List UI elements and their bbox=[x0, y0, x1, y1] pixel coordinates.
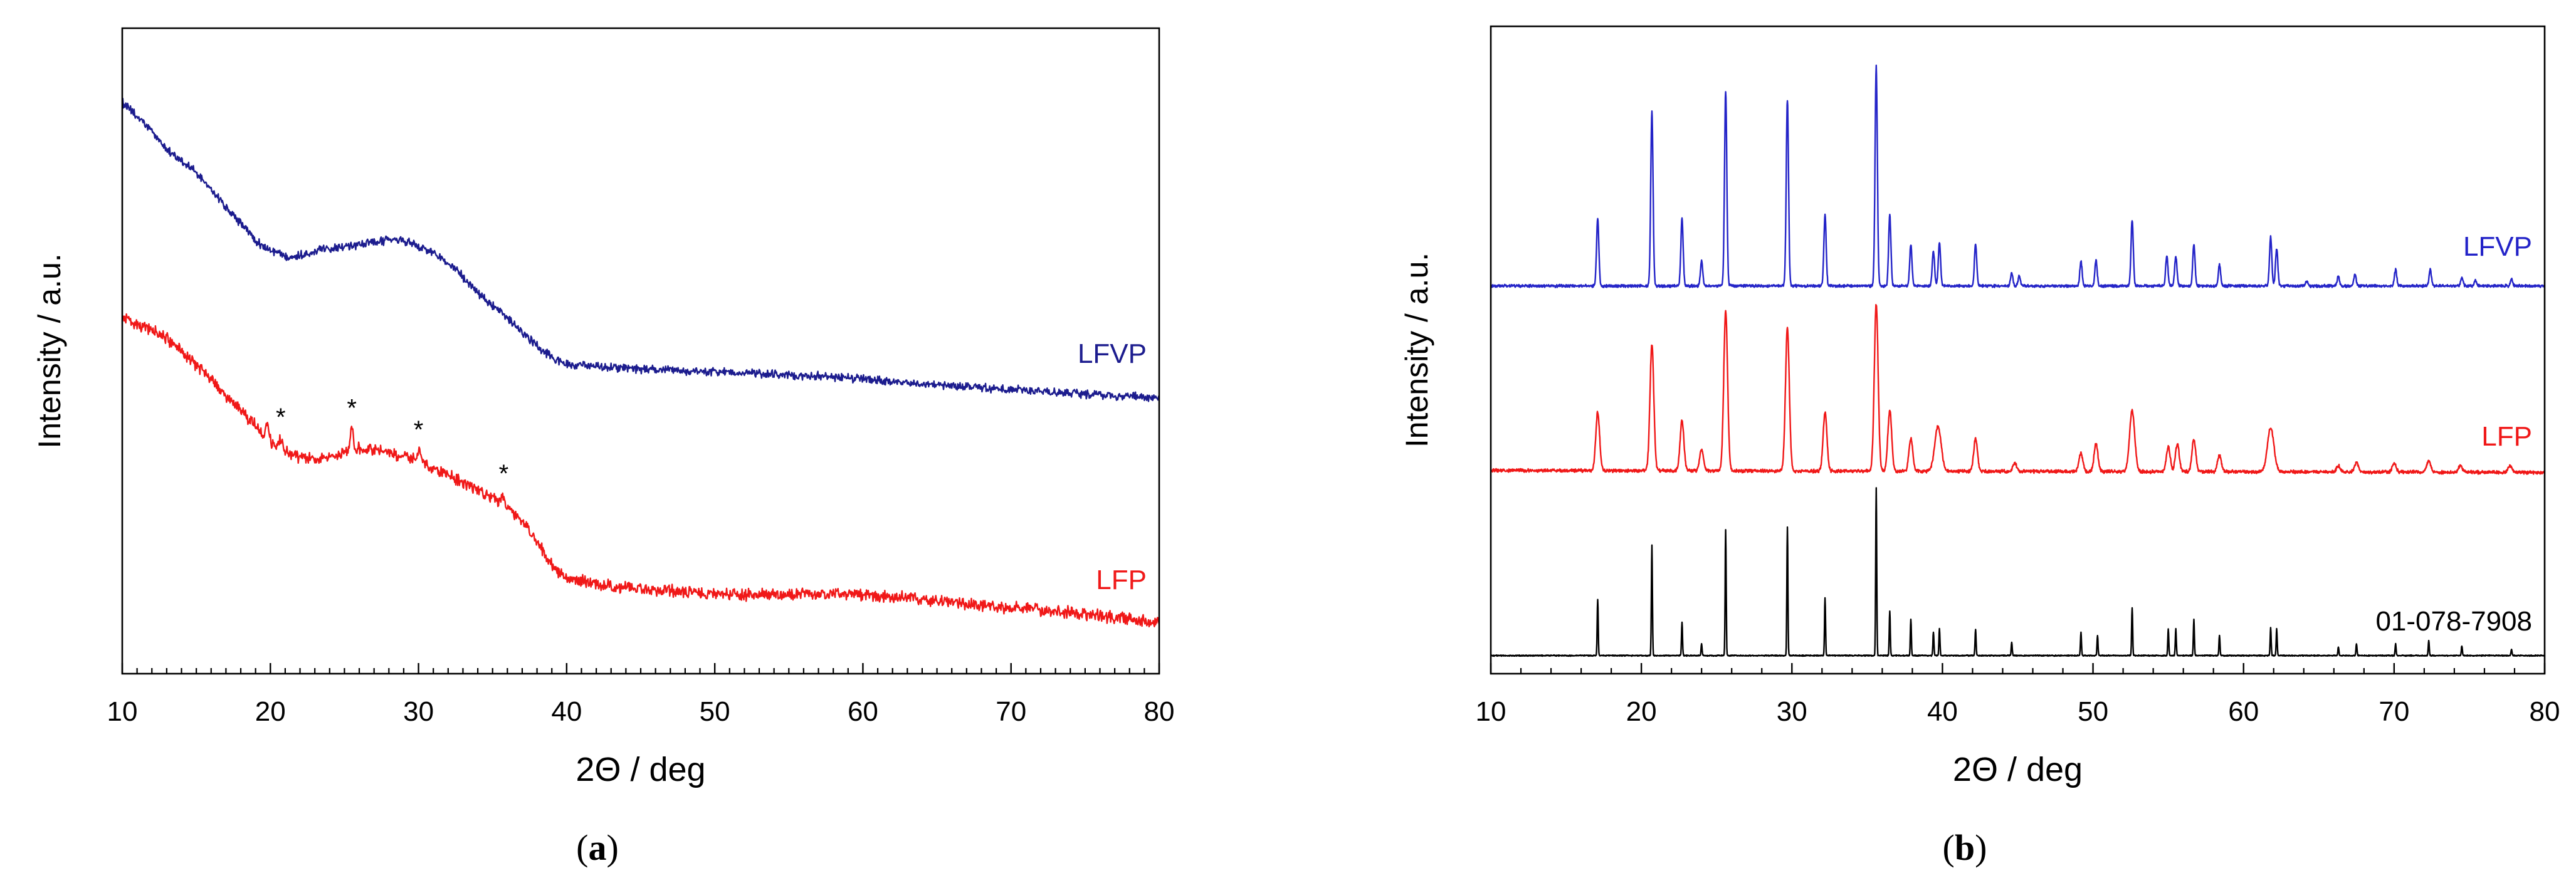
x-tick-label: 50 bbox=[2078, 696, 2108, 727]
x-tick-label: 60 bbox=[2228, 696, 2259, 727]
x-tick-label: 10 bbox=[107, 696, 138, 727]
series-line-lfvp bbox=[122, 98, 1159, 402]
series-line-lfvp bbox=[1491, 65, 2545, 288]
peak-marker: * bbox=[347, 394, 357, 422]
x-tick-label: 70 bbox=[2379, 696, 2409, 727]
peak-marker: * bbox=[276, 404, 286, 431]
x-tick-label: 40 bbox=[551, 696, 582, 727]
x-tick-label: 30 bbox=[403, 696, 434, 727]
x-tick-label: 80 bbox=[1144, 696, 1175, 727]
x-tick-label: 50 bbox=[700, 696, 730, 727]
peak-marker: * bbox=[414, 416, 424, 444]
series-label-lfvp: LFVP bbox=[1078, 338, 1147, 369]
x-tick-label: 40 bbox=[1927, 696, 1958, 727]
series-line-lfp bbox=[122, 313, 1159, 628]
x-axis-title: 2Θ / deg bbox=[576, 751, 705, 788]
x-tick-label: 20 bbox=[255, 696, 286, 727]
series-line-01-078-7908 bbox=[1491, 487, 2545, 657]
x-axis-title: 2Θ / deg bbox=[1953, 751, 2083, 788]
x-tick-label: 80 bbox=[2530, 696, 2560, 727]
panel-label: (a) bbox=[576, 827, 619, 868]
x-tick-label: 30 bbox=[1777, 696, 1807, 727]
peak-marker: * bbox=[499, 460, 509, 488]
x-tick-label: 10 bbox=[1476, 696, 1506, 727]
x-tick-label: 60 bbox=[848, 696, 878, 727]
panel-b-chart: LFVP LFP 01-078-7908 10 20 30 40 50 60 70 80 2Θ / d… bbox=[1399, 25, 2560, 868]
y-axis-title: Intensity / a.u. bbox=[1399, 253, 1434, 447]
series-label-lfvp: LFVP bbox=[2463, 231, 2532, 262]
panel-label: (b) bbox=[1943, 827, 1987, 868]
y-axis-title: Intensity / a.u. bbox=[32, 253, 67, 448]
x-tick-label: 70 bbox=[996, 696, 1026, 727]
plot-frame bbox=[1490, 25, 2546, 675]
series-label-lfp: LFP bbox=[2481, 421, 2532, 452]
series-label-lfp: LFP bbox=[1096, 565, 1147, 595]
panel-a-chart: LFVP * * * * LFP 10 20 30 40 50 60 70 80 2Θ / deg Inten… bbox=[32, 27, 1175, 868]
x-tick-label: 20 bbox=[1626, 696, 1657, 727]
series-line-lfp bbox=[1491, 304, 2545, 475]
series-label-01-078-7908: 01-078-7908 bbox=[2375, 606, 2532, 637]
